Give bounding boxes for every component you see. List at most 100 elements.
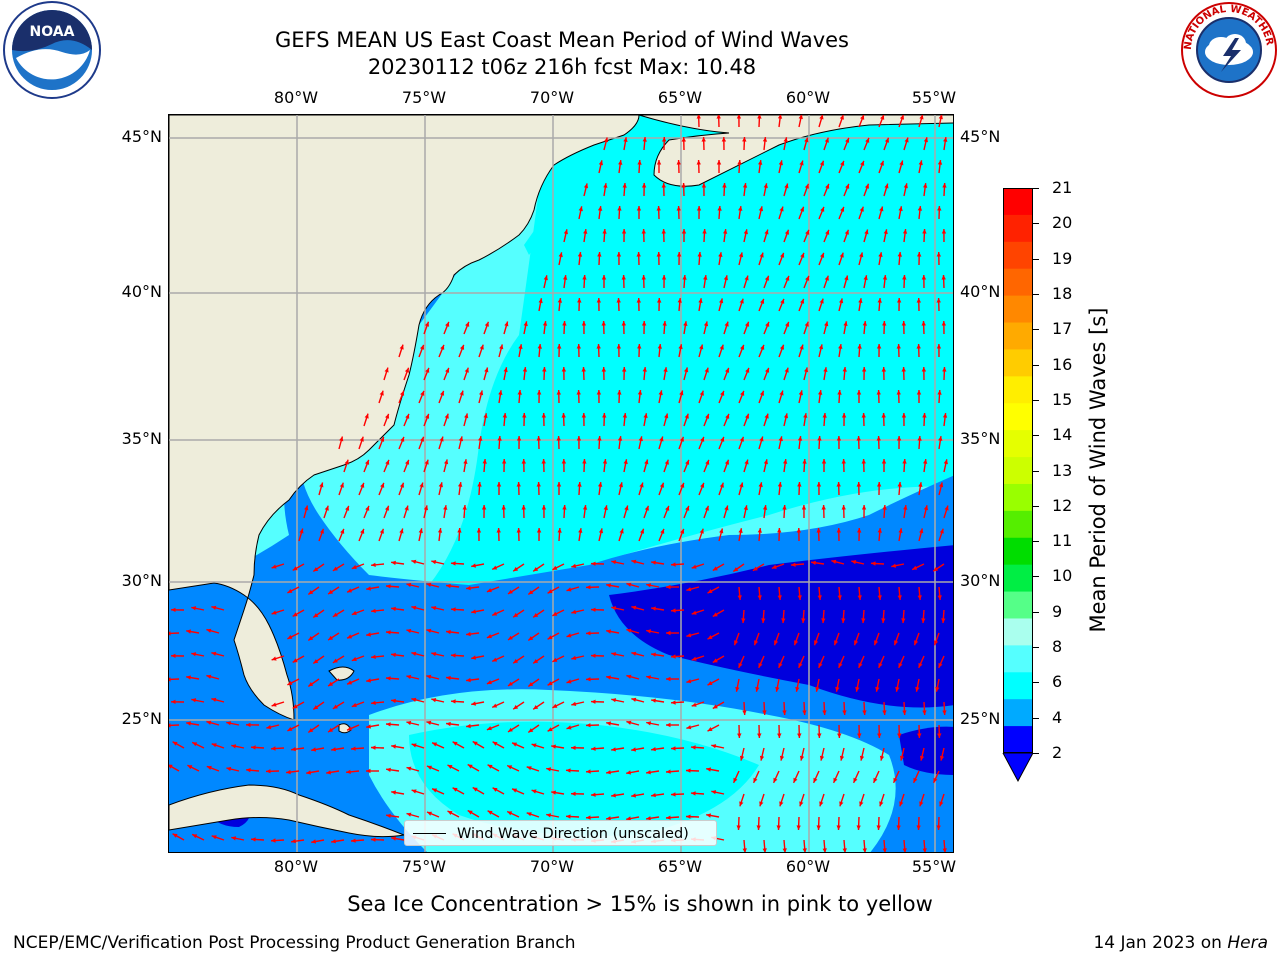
wave-direction-arrowhead xyxy=(939,755,945,761)
wave-direction-arrowhead xyxy=(566,679,572,684)
wave-direction-arrowhead xyxy=(571,655,577,660)
wave-direction-arrowhead xyxy=(882,710,887,715)
wave-direction-arrowhead xyxy=(762,505,768,510)
wave-direction-arrowhead xyxy=(192,834,198,839)
wave-direction-arrowhead xyxy=(899,801,904,807)
wave-direction-arrowhead xyxy=(901,321,906,326)
wave-direction-arrowhead xyxy=(798,390,803,396)
wave-direction-arrowhead xyxy=(898,662,903,668)
wave-direction-arrowhead xyxy=(739,482,744,488)
wave-direction-arrowhead xyxy=(704,505,709,511)
wave-direction-arrowhead xyxy=(639,482,644,488)
wave-direction-arrowhead xyxy=(591,653,596,658)
wave-direction-arrowhead xyxy=(819,160,824,166)
map-panel[interactable]: Wind Wave Direction (unscaled) xyxy=(168,114,954,853)
wave-direction-arrowhead xyxy=(934,640,939,646)
wave-direction-arrowhead xyxy=(943,459,948,465)
wave-direction-arrowhead xyxy=(699,390,704,396)
colorbar-tick-label: 15 xyxy=(1052,389,1073,409)
land-cuba xyxy=(169,784,406,838)
wave-direction-arrowhead xyxy=(898,206,903,212)
colorbar-cell xyxy=(1003,241,1033,270)
wave-direction-arrowhead xyxy=(902,848,907,852)
wave-direction-arrowhead xyxy=(743,229,748,235)
colorbar-cell xyxy=(1003,268,1033,297)
lon-label-bottom: 80°W xyxy=(273,857,319,876)
wave-direction-arrowhead xyxy=(466,677,471,683)
wave-direction-arrowhead xyxy=(561,459,567,464)
wave-direction-arrowhead xyxy=(471,563,476,568)
colorbar-cell xyxy=(1003,430,1033,458)
wave-direction-arrowhead xyxy=(797,482,802,487)
wave-direction-arrowhead xyxy=(552,565,558,570)
wave-direction-arrowhead xyxy=(699,528,704,534)
wave-direction-arrowhead xyxy=(777,595,782,600)
wave-direction-arrowhead xyxy=(784,367,789,373)
wave-direction-arrowhead xyxy=(598,482,603,487)
wave-direction-arrowhead xyxy=(432,742,438,747)
wave-direction-arrowhead xyxy=(591,607,596,612)
legend-line-icon xyxy=(413,833,446,834)
wave-direction-arrowhead xyxy=(838,344,843,349)
wave-direction-arrowhead xyxy=(626,770,631,775)
colorbar-tick-label: 19 xyxy=(1052,248,1073,268)
wave-direction-arrowhead xyxy=(578,206,583,212)
wave-direction-arrowhead xyxy=(702,229,707,234)
wave-direction-arrowhead xyxy=(581,321,587,326)
wave-direction-arrowhead xyxy=(782,848,787,852)
wave-direction-arrowhead xyxy=(916,825,921,830)
wave-direction-arrowhead xyxy=(556,436,561,441)
wave-direction-arrowhead xyxy=(823,367,828,372)
wave-direction-arrowhead xyxy=(379,390,384,396)
colorbar-tick-label: 12 xyxy=(1052,495,1073,515)
wave-direction-arrowhead xyxy=(471,701,476,706)
wave-direction-arrowhead xyxy=(877,528,882,533)
wave-direction-arrowhead xyxy=(169,723,171,728)
wave-direction-arrowhead xyxy=(803,413,808,418)
wave-direction-arrowhead xyxy=(881,367,886,372)
wave-direction-arrowhead xyxy=(476,528,482,533)
wave-direction-arrowhead xyxy=(798,115,803,120)
wave-direction-arrowhead xyxy=(360,528,365,534)
footer-credit: NCEP/EMC/Verification Post Processing Pr… xyxy=(13,933,576,953)
wave-direction-arrowhead xyxy=(921,321,926,326)
wave-direction-arrowhead xyxy=(719,298,724,304)
wave-direction-arrowhead xyxy=(736,115,742,119)
wave-direction-arrowhead xyxy=(451,699,456,704)
wave-direction-arrowhead xyxy=(444,459,449,465)
wave-direction-arrowhead xyxy=(601,275,607,280)
colorbar-cell xyxy=(1003,483,1033,512)
lon-label-bottom: 75°W xyxy=(401,857,447,876)
wave-direction-arrowhead xyxy=(561,367,567,372)
wave-direction-arrowhead xyxy=(332,612,338,617)
wave-direction-arrowhead xyxy=(516,436,522,441)
wave-direction-arrowhead xyxy=(780,252,785,258)
wave-direction-arrowhead xyxy=(898,528,903,533)
wave-direction-arrowhead xyxy=(391,606,396,612)
wave-direction-arrowhead xyxy=(774,640,779,646)
wave-direction-arrowhead xyxy=(857,528,862,533)
wave-direction-arrowhead xyxy=(552,611,558,616)
wave-direction-arrowhead xyxy=(691,791,696,796)
wave-direction-arrowhead xyxy=(899,755,905,761)
wave-direction-arrowhead xyxy=(711,790,717,795)
wave-direction-arrowhead xyxy=(427,765,432,770)
colorbar-tick-label: 4 xyxy=(1052,707,1063,727)
wave-direction-arrowhead xyxy=(755,686,760,692)
wave-direction-arrowhead xyxy=(517,390,522,395)
wave-direction-arrowhead xyxy=(411,789,417,794)
wave-direction-arrowhead xyxy=(446,721,451,727)
wave-direction-arrowhead xyxy=(942,413,948,418)
wave-direction-arrowhead xyxy=(802,459,807,464)
wave-direction-arrowhead xyxy=(779,390,784,396)
wave-direction-arrowhead xyxy=(777,115,783,119)
wave-direction-arrowhead xyxy=(794,640,799,646)
wave-direction-arrowhead xyxy=(591,746,596,751)
wave-direction-arrowhead xyxy=(346,769,351,774)
wave-direction-arrowhead xyxy=(452,787,458,792)
wave-direction-arrowhead xyxy=(636,206,642,211)
wave-direction-arrowhead xyxy=(642,367,647,372)
wave-direction-arrowhead xyxy=(878,252,883,257)
wave-direction-arrowhead xyxy=(877,482,882,487)
colorbar xyxy=(1003,188,1033,753)
